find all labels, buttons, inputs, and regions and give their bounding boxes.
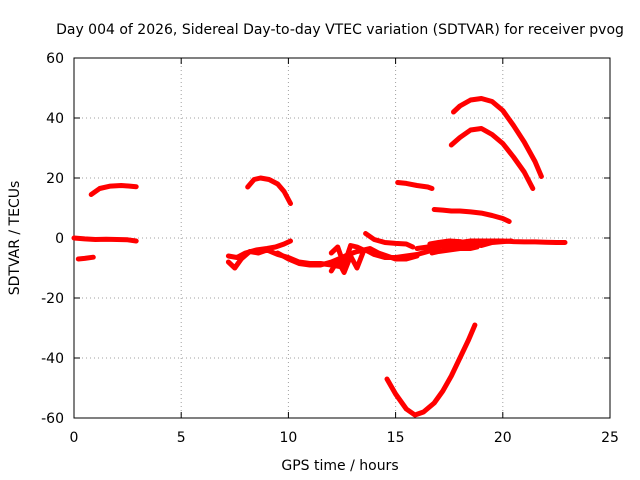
grid: [74, 58, 610, 418]
y-tick-label: 0: [55, 231, 64, 247]
y-axis-label: SDTVAR / TECUs: [7, 181, 23, 296]
series-track-1: [71, 235, 139, 244]
series-track-16: [448, 126, 536, 191]
series-track-9: [328, 249, 366, 275]
x-axis-label: GPS time / hours: [281, 458, 398, 474]
y-tick-label: -20: [41, 291, 64, 307]
series-track-3: [88, 183, 139, 197]
x-tick-label: 5: [177, 430, 186, 446]
x-tick-labels: 0 5 10 15 20 25: [70, 430, 619, 446]
x-tick-label: 10: [279, 430, 297, 446]
chart-title: Day 004 of 2026, Sidereal Day-to-day VTE…: [56, 22, 624, 38]
data-series: [71, 96, 568, 418]
series-track-18: [431, 207, 512, 224]
x-tick-label: 0: [70, 430, 79, 446]
y-tick-label: 40: [46, 111, 64, 127]
series-track-14: [429, 244, 480, 256]
series-track-4: [245, 175, 293, 206]
x-tick-label: 15: [387, 430, 405, 446]
y-tick-label: 60: [46, 51, 64, 67]
series-track-13: [427, 238, 514, 248]
y-tick-label: 20: [46, 171, 64, 187]
y-tick-labels: -60 -40 -20 0 20 40 60: [41, 51, 64, 427]
series-track-15: [384, 322, 478, 418]
series-track-2: [75, 254, 96, 262]
series-track-17: [451, 96, 544, 179]
series-track-12: [395, 180, 435, 191]
x-tick-label: 25: [601, 430, 619, 446]
y-tick-label: -60: [41, 411, 64, 427]
x-tick-label: 20: [494, 430, 512, 446]
series-track-10: [363, 231, 416, 250]
y-tick-label: -40: [41, 351, 64, 367]
series-track-8: [328, 243, 420, 268]
